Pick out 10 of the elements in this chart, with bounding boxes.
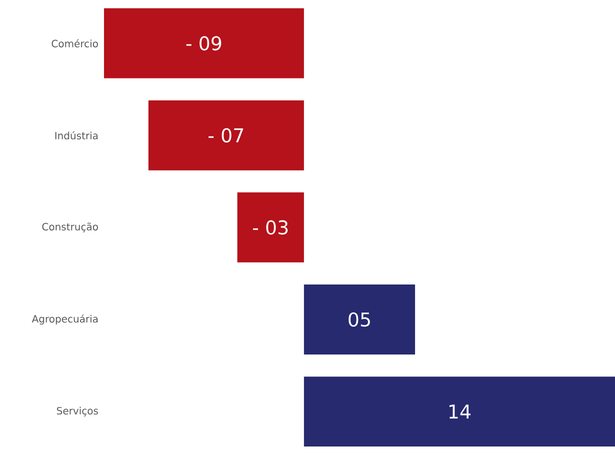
data-label: - 03 (253, 220, 288, 235)
y-tick-label: Indústria (55, 131, 98, 140)
data-label: 05 (348, 312, 370, 327)
y-tick-label: Serviços (56, 406, 98, 416)
data-label: - 09 (186, 36, 222, 50)
y-tick-label: Agropecuária (32, 314, 98, 325)
y-tick-label: Comércio (52, 39, 98, 48)
data-label: 14 (449, 404, 470, 418)
y-tick-label: Construção (42, 222, 98, 232)
data-label: - 07 (208, 128, 244, 143)
